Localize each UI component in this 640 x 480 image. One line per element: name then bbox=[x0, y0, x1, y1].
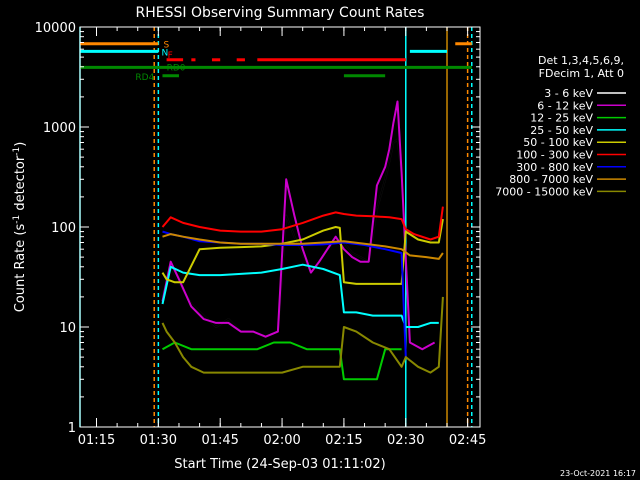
x-tick-label-02-45: 02:45 bbox=[449, 433, 486, 448]
y-tick-label-1000: 1000 bbox=[43, 121, 76, 136]
legend-label-50-100-kev: 50 - 100 keV bbox=[523, 136, 593, 149]
series-line-100-300-kev bbox=[161, 206, 444, 241]
legend-label-100-300-kev: 100 - 300 keV bbox=[516, 149, 593, 162]
y-axis-label-part: ) bbox=[13, 142, 28, 147]
legend-label-800-7000-kev: 800 - 7000 keV bbox=[509, 173, 593, 186]
state-bar-label-rd0: RD0 bbox=[167, 63, 186, 73]
series-line-50-100-kev bbox=[161, 218, 444, 285]
x-tick-label-01-30: 01:30 bbox=[140, 433, 177, 448]
x-tick-label-02-00: 02:00 bbox=[263, 433, 300, 448]
state-bar-label-s: S bbox=[163, 41, 169, 51]
x-tick-label-01-45: 01:45 bbox=[201, 433, 238, 448]
series-line-6-12-kev bbox=[161, 100, 436, 351]
legend-header-1: Det 1,3,4,5,6,9, bbox=[538, 54, 624, 67]
legend-label-300-800-kev: 300 - 800 keV bbox=[516, 161, 593, 174]
y-axis-label: Count Rate (s-1 detector-1) bbox=[12, 142, 28, 313]
y-tick-label-10000: 10000 bbox=[35, 21, 76, 36]
legend: Det 1,3,4,5,6,9,FDecim 1, Att 0 3 - 6 keV… bbox=[495, 54, 626, 198]
y-axis-label-part: detector bbox=[13, 155, 28, 215]
chart-title: RHESSI Observing Summary Count Rates bbox=[136, 5, 425, 21]
footer-date: 23-Oct-2021 16:17 bbox=[560, 469, 636, 478]
y-tick-label-100: 100 bbox=[51, 221, 76, 236]
x-axis-label: Start Time (24-Sep-03 01:11:02) bbox=[174, 457, 385, 472]
legend-label-12-25-kev: 12 - 25 keV bbox=[530, 112, 593, 125]
y-tick-label-10: 10 bbox=[59, 321, 76, 336]
axes: 1 10 100 1000 10000 01:15 01:30 01:45 02:00 02:15… bbox=[35, 21, 487, 448]
x-tick-label-01-15: 01:15 bbox=[78, 433, 115, 448]
series-line-7000-15000-kev bbox=[161, 296, 444, 374]
y-axis-label-part: -1 bbox=[12, 147, 22, 156]
legend-label-6-12-kev: 6 - 12 keV bbox=[537, 99, 593, 112]
y-axis-label-part: Count Rate (s bbox=[13, 224, 28, 313]
state-bar-label-n: N bbox=[161, 48, 168, 58]
y-axis-label-part: -1 bbox=[12, 215, 22, 224]
legend-label-3-6-kev: 3 - 6 keV bbox=[544, 87, 593, 100]
series-line-800-7000-kev bbox=[162, 233, 444, 260]
legend-label-7000-15000-kev: 7000 - 15000 keV bbox=[495, 185, 593, 198]
x-tick-label-02-30: 02:30 bbox=[387, 433, 424, 448]
legend-header-2: FDecim 1, Att 0 bbox=[539, 67, 624, 80]
series-line-12-25-kev bbox=[162, 341, 402, 381]
y-tick-label-1: 1 bbox=[68, 421, 76, 436]
legend-label-25-50-kev: 25 - 50 keV bbox=[530, 124, 593, 137]
x-tick-label-02-15: 02:15 bbox=[325, 433, 362, 448]
state-bar-label-f: F bbox=[168, 51, 173, 61]
state-bar-label-rd4: RD4 bbox=[135, 73, 154, 83]
